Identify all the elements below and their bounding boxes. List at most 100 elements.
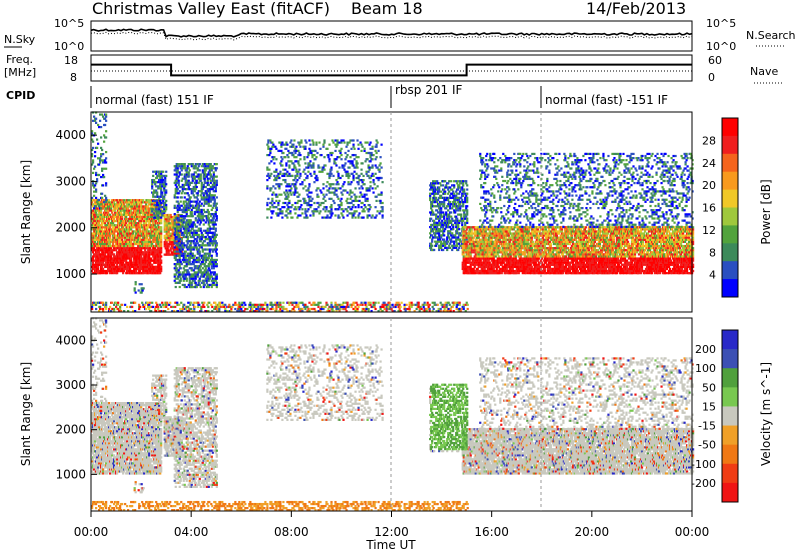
power-cell xyxy=(438,234,441,237)
power-cell xyxy=(379,201,382,205)
power-cell xyxy=(267,141,270,144)
power-cell xyxy=(271,193,274,196)
power-cell xyxy=(111,272,114,275)
power-cell xyxy=(355,176,358,180)
power-cell xyxy=(105,119,108,122)
nave-tick-bottom: 0 xyxy=(708,71,715,84)
power-cell xyxy=(314,210,317,213)
power-cell xyxy=(437,238,440,241)
power-cell xyxy=(341,208,344,211)
power-cell xyxy=(158,210,161,213)
power-cell xyxy=(360,143,363,146)
power-cell xyxy=(185,229,188,232)
power-cell xyxy=(105,196,108,200)
power-cell xyxy=(302,187,305,190)
power-cell xyxy=(125,215,128,218)
power-cell xyxy=(156,216,159,219)
power-cell xyxy=(148,209,151,212)
power-cell xyxy=(95,205,98,208)
power-cell xyxy=(335,178,338,182)
power-cell xyxy=(211,260,214,264)
power-cell xyxy=(175,225,178,228)
power-cell xyxy=(134,283,137,286)
power-cell xyxy=(160,187,163,190)
power-cell xyxy=(434,200,437,204)
power-cell xyxy=(457,207,460,210)
power-cell xyxy=(351,199,354,203)
power-cell xyxy=(104,159,107,162)
power-cell xyxy=(193,254,196,257)
power-cell xyxy=(136,255,139,258)
power-cell xyxy=(114,209,117,212)
power-cell xyxy=(135,226,138,229)
power-cell xyxy=(451,217,454,220)
power-cell xyxy=(148,255,151,258)
power-cell xyxy=(324,210,327,213)
freq-label: Freq. xyxy=(6,53,33,66)
power-cell xyxy=(130,255,133,258)
power-cell xyxy=(206,229,209,232)
power-cell xyxy=(133,217,136,221)
power-cell xyxy=(176,188,179,191)
power-cell xyxy=(103,175,106,179)
power-cell xyxy=(347,149,350,153)
power-cell xyxy=(105,207,108,210)
power-cell xyxy=(212,175,215,178)
power-cell xyxy=(200,231,203,234)
power-cell xyxy=(116,230,119,233)
power-cell xyxy=(190,165,193,168)
power-cell xyxy=(160,259,163,262)
power-cell xyxy=(155,226,158,229)
power-cell xyxy=(287,156,290,159)
power-cell xyxy=(350,201,353,205)
power-cell xyxy=(208,171,211,174)
nave-tick-top: 60 xyxy=(708,54,722,67)
power-cell xyxy=(376,141,379,144)
freq-panel: Freq. [MHz] 18 8 60 0 Nave xyxy=(4,53,784,84)
power-cell xyxy=(280,145,283,148)
power-cell xyxy=(209,165,212,168)
power-cell xyxy=(196,242,199,245)
power-cell xyxy=(187,173,190,176)
power-cell xyxy=(429,236,432,239)
power-cell xyxy=(363,149,366,153)
power-cell xyxy=(352,176,355,180)
power-cell xyxy=(173,194,176,197)
power-cell xyxy=(294,189,297,192)
power-cell xyxy=(152,255,155,258)
power-cell xyxy=(104,194,107,197)
power-cell xyxy=(320,191,323,194)
power-cell xyxy=(266,143,269,146)
power-cell xyxy=(178,206,181,209)
power-cell xyxy=(101,192,104,195)
power-cell xyxy=(155,242,158,246)
power-cell xyxy=(143,222,146,225)
power-cell xyxy=(95,211,98,214)
power-cell xyxy=(200,183,203,187)
freq-line xyxy=(91,63,692,77)
power-cell xyxy=(337,172,340,175)
power-cell xyxy=(91,259,94,262)
power-cell xyxy=(293,193,296,196)
power-cell xyxy=(374,187,377,190)
power-cell xyxy=(119,203,122,206)
power-cell xyxy=(106,224,109,227)
power-cell xyxy=(146,259,149,262)
power-cell xyxy=(207,173,210,176)
power-cell xyxy=(453,246,456,250)
power-cell xyxy=(144,217,147,221)
power-cell xyxy=(92,203,95,206)
power-cell xyxy=(272,158,275,161)
power-cell xyxy=(202,285,205,289)
power-cell xyxy=(173,223,176,226)
power-cell xyxy=(319,189,322,192)
power-cell xyxy=(125,263,128,266)
power-cell xyxy=(287,212,290,215)
power-cell xyxy=(215,179,218,182)
power-cell xyxy=(140,222,143,225)
power-cell xyxy=(194,277,197,280)
power-cell xyxy=(160,207,163,210)
power-cell xyxy=(379,210,382,213)
power-cell xyxy=(187,227,190,230)
power-cell xyxy=(440,209,443,212)
